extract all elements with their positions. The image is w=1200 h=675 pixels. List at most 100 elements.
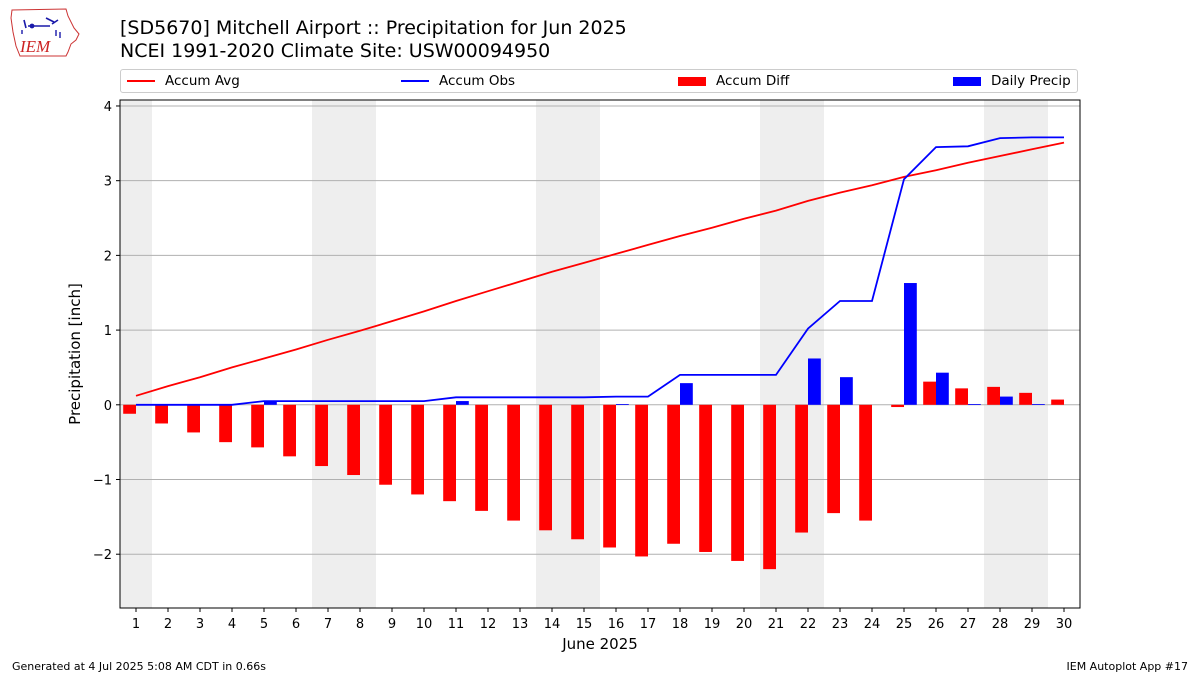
footer-generated: Generated at 4 Jul 2025 5:08 AM CDT in 0… [12, 660, 266, 673]
chart-subtitle: NCEI 1991-2020 Climate Site: USW00094950 [120, 40, 551, 62]
daily-bar-28 [1000, 396, 1013, 405]
daily-bar-29 [1032, 404, 1045, 405]
x-tick-label: 25 [896, 617, 913, 632]
diff-bar-6 [283, 404, 296, 457]
legend-swatch-daily-precip [953, 76, 981, 86]
x-tick-label: 3 [196, 617, 204, 632]
y-tick-label: 3 [104, 175, 112, 190]
daily-bar-18 [680, 383, 693, 405]
legend-swatch-accum-obs [401, 80, 429, 82]
diff-bar-17 [635, 404, 648, 557]
diff-bar-21 [763, 404, 776, 570]
iem-logo: IEM [10, 8, 80, 57]
x-axis-label: June 2025 [561, 635, 638, 653]
line-accum-avg [135, 141, 1065, 397]
diff-bar-11 [443, 404, 456, 502]
raindrops-icon [21, 30, 61, 38]
diff-bar-22 [795, 404, 808, 533]
y-tick-label: 0 [104, 399, 112, 414]
y-tick-label: −1 [93, 474, 112, 489]
x-tick-label: 13 [512, 617, 529, 632]
diff-bar-12 [475, 404, 488, 511]
diff-bar-14 [539, 404, 552, 531]
lines [135, 136, 1065, 406]
diff-bar-4 [219, 404, 232, 443]
legend-item-accum-obs: Accum Obs [401, 70, 515, 92]
x-tick-label: 1 [132, 617, 140, 632]
line-accum-obs [136, 136, 1064, 406]
x-tick-label: 12 [480, 617, 497, 632]
x-tick-label: 18 [672, 617, 689, 632]
weekend-shading [120, 100, 1048, 608]
y-tick-label: −2 [93, 548, 112, 563]
x-tick-label: 28 [992, 617, 1009, 632]
x-tick-label: 16 [608, 617, 625, 632]
x-tick-label: 7 [324, 617, 332, 632]
anemometer-icon [23, 17, 59, 29]
x-tick-label: 21 [768, 617, 785, 632]
logo-text: IEM [19, 37, 51, 56]
weekend-band-2 [536, 100, 600, 608]
diff-bar-30 [1051, 399, 1064, 405]
x-tick-label: 10 [416, 617, 433, 632]
y-tick-label: 4 [104, 100, 112, 115]
x-tick-label: 23 [832, 617, 849, 632]
plot-frame [119, 99, 1081, 609]
diff-bar-13 [507, 404, 520, 521]
y-tick-label: 2 [104, 249, 112, 264]
diff-bar-3 [187, 404, 200, 433]
diff-bar-25 [891, 404, 904, 408]
x-tick-label: 15 [576, 617, 593, 632]
chart-title: [SD5670] Mitchell Airport :: Precipitati… [120, 17, 627, 39]
weekend-band-4 [984, 100, 1048, 608]
gridlines [120, 105, 1080, 555]
diff-bar-20 [731, 404, 744, 561]
iowa-state-outline-icon [10, 8, 80, 57]
x-tick-label: 11 [448, 617, 465, 632]
diff-bar-16 [603, 404, 616, 548]
diff-bar-27 [955, 388, 968, 405]
x-tick-label: 2 [164, 617, 172, 632]
x-tick-label: 6 [292, 617, 300, 632]
weekend-band-0 [120, 100, 152, 608]
legend-label-accum-obs: Accum Obs [439, 73, 516, 89]
weekend-band-1 [312, 100, 376, 608]
x-tick-label: 9 [388, 617, 396, 632]
y-axis-label: Precipitation [inch] [66, 283, 84, 425]
daily-bar-27 [968, 404, 981, 405]
x-tick-label: 5 [260, 617, 268, 632]
legend-swatch-accum-diff [678, 76, 706, 86]
legend-label-daily-precip: Daily Precip [991, 73, 1071, 89]
x-tick-label: 14 [544, 617, 561, 632]
diff-bar-29 [1019, 392, 1032, 405]
x-tick-label: 4 [228, 617, 236, 632]
x-tick-label: 8 [356, 617, 364, 632]
diff-bar-15 [571, 404, 584, 540]
daily-bar-26 [936, 372, 949, 405]
daily-bar-25 [904, 283, 917, 405]
diff-bar-26 [923, 381, 936, 405]
legend-item-accum-diff: Accum Diff [678, 70, 789, 92]
diff-bar-28 [987, 386, 1000, 405]
x-tick-label: 19 [704, 617, 721, 632]
x-tick-label: 20 [736, 617, 753, 632]
diff-bar-7 [315, 404, 328, 467]
diff-bar-23 [827, 404, 840, 514]
diff-bar-10 [411, 404, 424, 495]
daily-bar-5 [264, 401, 277, 405]
chart-legend: Accum Avg Accum Obs Accum Diff Daily Pre… [120, 69, 1078, 93]
legend-swatch-accum-avg [127, 80, 155, 82]
legend-item-accum-avg: Accum Avg [127, 70, 240, 92]
x-tick-label: 17 [640, 617, 657, 632]
x-tick-label: 30 [1056, 617, 1073, 632]
y-tick-label: 1 [104, 324, 112, 339]
diff-bar-18 [667, 404, 680, 544]
diff-bar-9 [379, 404, 392, 485]
diff-bar-2 [155, 404, 168, 424]
diff-bar-1 [123, 404, 136, 414]
x-tick-label: 22 [800, 617, 817, 632]
diff-bar-5 [251, 404, 264, 448]
x-tick-label: 29 [1024, 617, 1041, 632]
